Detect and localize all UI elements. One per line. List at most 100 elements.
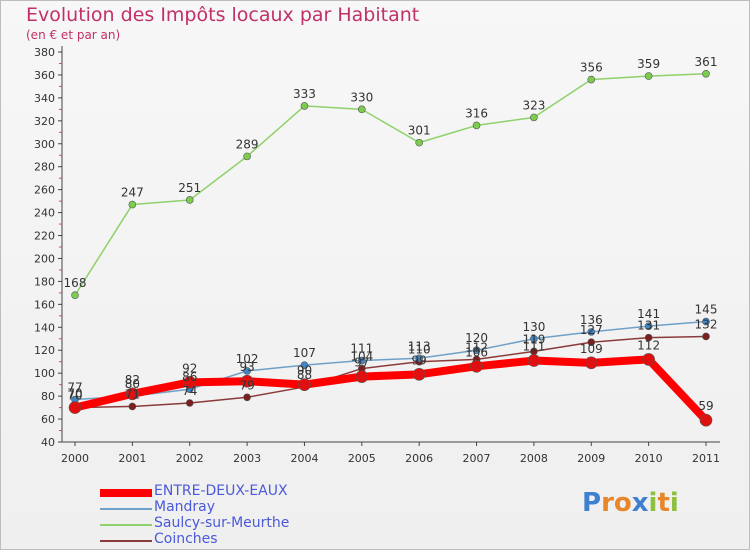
chart-title: Evolution des Impôts locaux par Habitant	[26, 4, 420, 26]
proxiti-logo[interactable]: Proxiti	[582, 488, 679, 518]
logo-letter: i	[648, 488, 658, 518]
data-label: 112	[637, 338, 660, 352]
data-point	[415, 354, 423, 363]
y-tick-label: 180	[34, 275, 55, 288]
data-point	[358, 105, 366, 114]
data-point	[298, 378, 311, 391]
data-label: 109	[580, 342, 603, 356]
data-point	[412, 368, 426, 381]
data-point	[183, 376, 197, 389]
data-point	[68, 401, 82, 414]
data-label: 330	[350, 90, 373, 104]
logo-letter: t	[657, 488, 670, 518]
data-label: 106	[465, 345, 488, 359]
data-label: 82	[125, 373, 140, 387]
y-tick-label: 80	[41, 390, 55, 403]
data-label: 247	[121, 186, 144, 200]
data-point	[530, 113, 538, 122]
data-point	[355, 370, 369, 383]
x-tick-label: 2003	[233, 452, 261, 465]
data-label: 361	[695, 55, 718, 69]
y-tick-label: 380	[34, 46, 55, 59]
legend-item-mandray[interactable]: Mandray	[100, 499, 360, 517]
data-label: 107	[293, 346, 316, 360]
x-tick-label: 2009	[577, 452, 605, 465]
chart-subtitle: (en € et par an)	[26, 28, 121, 42]
data-label: 90	[297, 364, 312, 378]
x-tick-label: 2005	[348, 452, 376, 465]
data-point	[243, 393, 251, 402]
data-label: 359	[637, 57, 660, 71]
legend-item-entre-deux-eaux[interactable]: ENTRE-DEUX-EAUX	[100, 483, 360, 501]
data-label: 132	[695, 317, 718, 331]
data-label: 356	[580, 61, 603, 75]
x-tick-label: 2001	[118, 452, 146, 465]
legend-label: ENTRE-DEUX-EAUX	[154, 483, 288, 499]
data-label: 141	[637, 307, 660, 321]
data-point	[702, 317, 710, 326]
data-label: 79	[239, 378, 254, 392]
data-label: 127	[580, 323, 603, 337]
data-point	[243, 152, 251, 161]
legend-label: Coinches	[154, 531, 218, 547]
data-point	[71, 291, 79, 299]
data-point	[300, 102, 309, 110]
data-label: 80	[125, 377, 140, 391]
data-label: 102	[236, 352, 259, 366]
data-label: 77	[67, 381, 82, 395]
data-point	[126, 387, 139, 401]
legend-label: Mandray	[154, 499, 216, 515]
data-label: 110	[408, 343, 431, 357]
y-tick-label: 200	[34, 252, 55, 265]
data-point	[530, 334, 538, 343]
x-tick-label: 2004	[290, 452, 318, 465]
y-tick-label: 220	[34, 230, 55, 243]
y-tick-label: 240	[34, 207, 55, 220]
x-tick-label: 2008	[520, 452, 548, 465]
logo-letter: P	[582, 488, 602, 518]
y-tick-label: 60	[41, 413, 55, 426]
legend-item-coinches[interactable]: Coinches	[100, 531, 360, 549]
data-point	[644, 322, 653, 330]
logo-letter: r	[601, 488, 614, 518]
data-point	[185, 399, 194, 407]
data-label: 88	[297, 368, 312, 382]
data-label: 86	[182, 370, 197, 384]
data-label: 111	[522, 340, 545, 354]
data-point	[702, 332, 710, 341]
data-label: 92	[182, 361, 197, 375]
data-label: 333	[293, 87, 316, 101]
data-label: 70	[67, 389, 82, 403]
y-tick-label: 140	[34, 321, 55, 334]
data-point	[699, 413, 713, 427]
x-tick-label: 2006	[405, 452, 433, 465]
logo-letter: o	[613, 488, 632, 518]
x-tick-label: 2007	[463, 452, 491, 465]
data-label: 131	[637, 319, 660, 333]
data-label: 99	[412, 353, 427, 367]
data-point	[470, 359, 483, 373]
legend-swatch	[100, 540, 152, 542]
legend-item-saulcy-sur-meurthe[interactable]: Saulcy-sur-Meurthe	[100, 515, 360, 533]
data-point	[702, 69, 710, 78]
data-point	[642, 353, 655, 366]
x-tick-label: 2000	[61, 452, 89, 465]
data-point	[584, 356, 598, 370]
series-line-mandray	[74, 320, 707, 401]
data-label: 168	[64, 276, 87, 290]
data-label: 93	[239, 360, 254, 374]
data-label: 74	[182, 384, 197, 398]
data-point	[128, 200, 137, 209]
legend-label: Saulcy-sur-Meurthe	[154, 515, 290, 531]
data-point	[587, 75, 596, 84]
legend-swatch	[100, 524, 152, 526]
data-point	[240, 374, 254, 388]
data-point	[300, 361, 309, 369]
data-label: 289	[236, 137, 259, 151]
data-point	[128, 402, 137, 411]
legend-swatch	[100, 508, 152, 510]
data-label: 145	[695, 303, 718, 317]
y-tick-label: 40	[41, 436, 55, 449]
